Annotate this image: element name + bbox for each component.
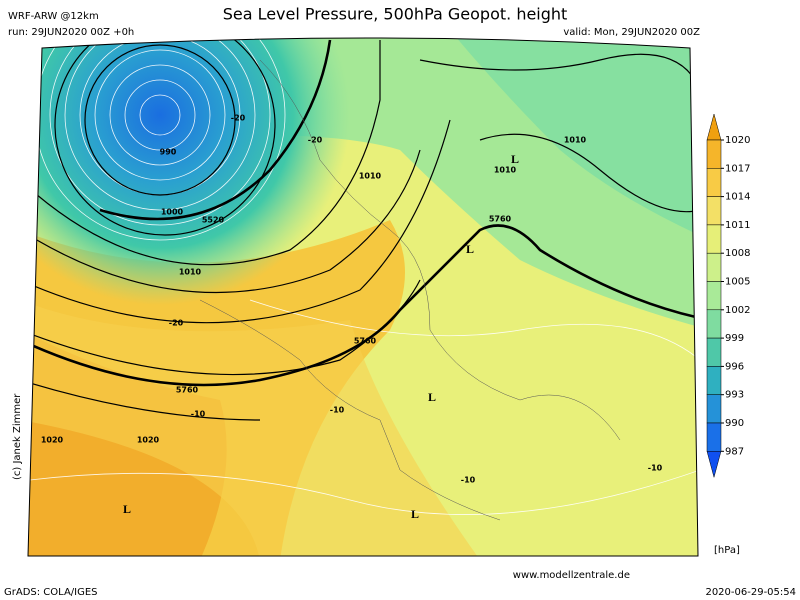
contour-label: 990 (160, 148, 177, 157)
contour-label: -20 (231, 114, 246, 123)
contour-label: 5520 (202, 216, 225, 225)
colorbar-band (706, 224, 722, 254)
colorbar: 1020 1017 1014 1011 1008 1005 1002 999 996 993 990… (706, 113, 750, 479)
colorbar-tick-label: 999 (725, 333, 744, 344)
low-pressure-label: L (411, 507, 419, 521)
colorbar-tick-label: 993 (725, 390, 744, 401)
model-label: WRF-ARW @12km (8, 11, 99, 22)
colorbar-band (706, 252, 722, 282)
colorbar-band (706, 422, 722, 452)
contour-label: 5760 (489, 215, 512, 224)
colorbar-tick-label: 1005 (725, 277, 750, 288)
colorbar-band (706, 366, 722, 395)
colorbar-tick-label: 1014 (725, 192, 750, 203)
colorbar-tick-label: 1011 (725, 220, 750, 231)
colorbar-tick-label: 1008 (725, 248, 750, 259)
timestamp: 2020-06-29-05:54 (705, 587, 796, 598)
contour-label: -20 (308, 136, 323, 145)
site-url: www.modellzentrale.de (513, 570, 630, 581)
contour-label: -10 (461, 476, 476, 485)
map-title: Sea Level Pressure, 500hPa Geopot. heigh… (223, 5, 568, 24)
software-credit: GrADS: COLA/IGES (4, 587, 98, 598)
colorbar-end (706, 113, 722, 141)
contour-label: 1010 (494, 166, 517, 175)
colorbar-band (706, 281, 722, 311)
colorbar-band (706, 139, 722, 169)
contour-label: -10 (648, 464, 663, 473)
contour-label: 1010 (564, 136, 587, 145)
contour-label: 5760 (176, 386, 199, 395)
map (28, 38, 698, 556)
colorbar-tick-label: 987 (725, 446, 744, 457)
colorbar-tick-label: 1002 (725, 305, 750, 316)
contour-label: -10 (191, 410, 206, 419)
valid-label: valid: Mon, 29JUN2020 00Z (563, 27, 700, 38)
colorbar-band (706, 394, 722, 424)
colorbar-tick-label: 1017 (725, 163, 750, 174)
low-pressure-label: L (428, 390, 436, 404)
colorbar-band (706, 168, 722, 197)
contour-label: 1010 (179, 268, 202, 277)
contour-label: -10 (330, 406, 345, 415)
map-frame (27, 37, 699, 557)
contour-label: 1020 (41, 436, 64, 445)
map-labels: 1000 5520 990 1010 1010 1010 1010 5760 L 5760 5760… (41, 114, 663, 521)
contour-label: -20 (169, 319, 184, 328)
colorbar-band (706, 337, 722, 367)
run-label: run: 29JUN2020 00Z +0h (8, 27, 134, 38)
low-pressure-label: L (511, 152, 519, 166)
contour-label: 1010 (359, 172, 382, 181)
contour-label: 1000 (161, 208, 184, 217)
colorbar-band (706, 309, 722, 339)
colorbar-tick-label: 1020 (725, 135, 750, 146)
contour-label: 1020 (137, 436, 160, 445)
colorbar-end (706, 451, 722, 479)
contour-label: 5760 (354, 337, 377, 346)
colorbar-tick-label: 990 (725, 418, 744, 429)
unit-label: [hPa] (714, 545, 740, 556)
credit: (c) Janek Zimmer (12, 393, 23, 480)
low-pressure-label: L (466, 242, 474, 256)
low-pressure-label: L (123, 502, 131, 516)
colorbar-band (706, 196, 722, 226)
colorbar-tick-label: 996 (725, 361, 744, 372)
